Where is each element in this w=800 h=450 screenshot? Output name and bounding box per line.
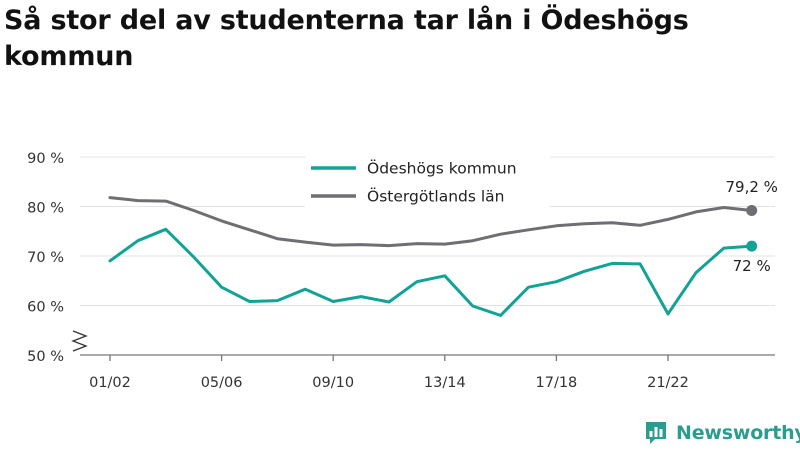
axis-break-icon <box>71 330 88 352</box>
series-end-point <box>746 204 758 216</box>
x-tick-label: 17/18 <box>536 375 578 391</box>
series-line <box>108 196 754 248</box>
legend-label: Östergötlands län <box>367 187 505 206</box>
legend-label: Ödeshögs kommun <box>367 159 517 178</box>
x-tick-label: 09/10 <box>312 375 354 391</box>
series-end-point <box>746 240 758 252</box>
x-tick-label: 13/14 <box>424 375 466 391</box>
series-line <box>108 227 754 317</box>
y-tick-label: 80 % <box>27 201 64 217</box>
brand-logo[interactable]: Newsworthy <box>644 418 800 448</box>
x-tick-label: 01/02 <box>89 375 131 391</box>
legend-background <box>305 151 550 213</box>
y-tick-label: 50 % <box>27 349 64 365</box>
y-tick-label: 70 % <box>27 250 64 266</box>
brand-name: Newsworthy <box>676 422 800 444</box>
end-label: 79,2 % <box>725 178 777 196</box>
y-tick-label: 60 % <box>27 300 64 316</box>
bar-chart-logo-icon <box>646 422 666 444</box>
chart-title: Så stor del av studenterna tar lån i Öde… <box>4 5 689 72</box>
x-tick-label: 05/06 <box>201 375 243 391</box>
x-tick-label: 21/22 <box>647 375 689 391</box>
y-tick-label: 90 % <box>27 151 64 167</box>
end-label: 72 % <box>733 257 771 275</box>
